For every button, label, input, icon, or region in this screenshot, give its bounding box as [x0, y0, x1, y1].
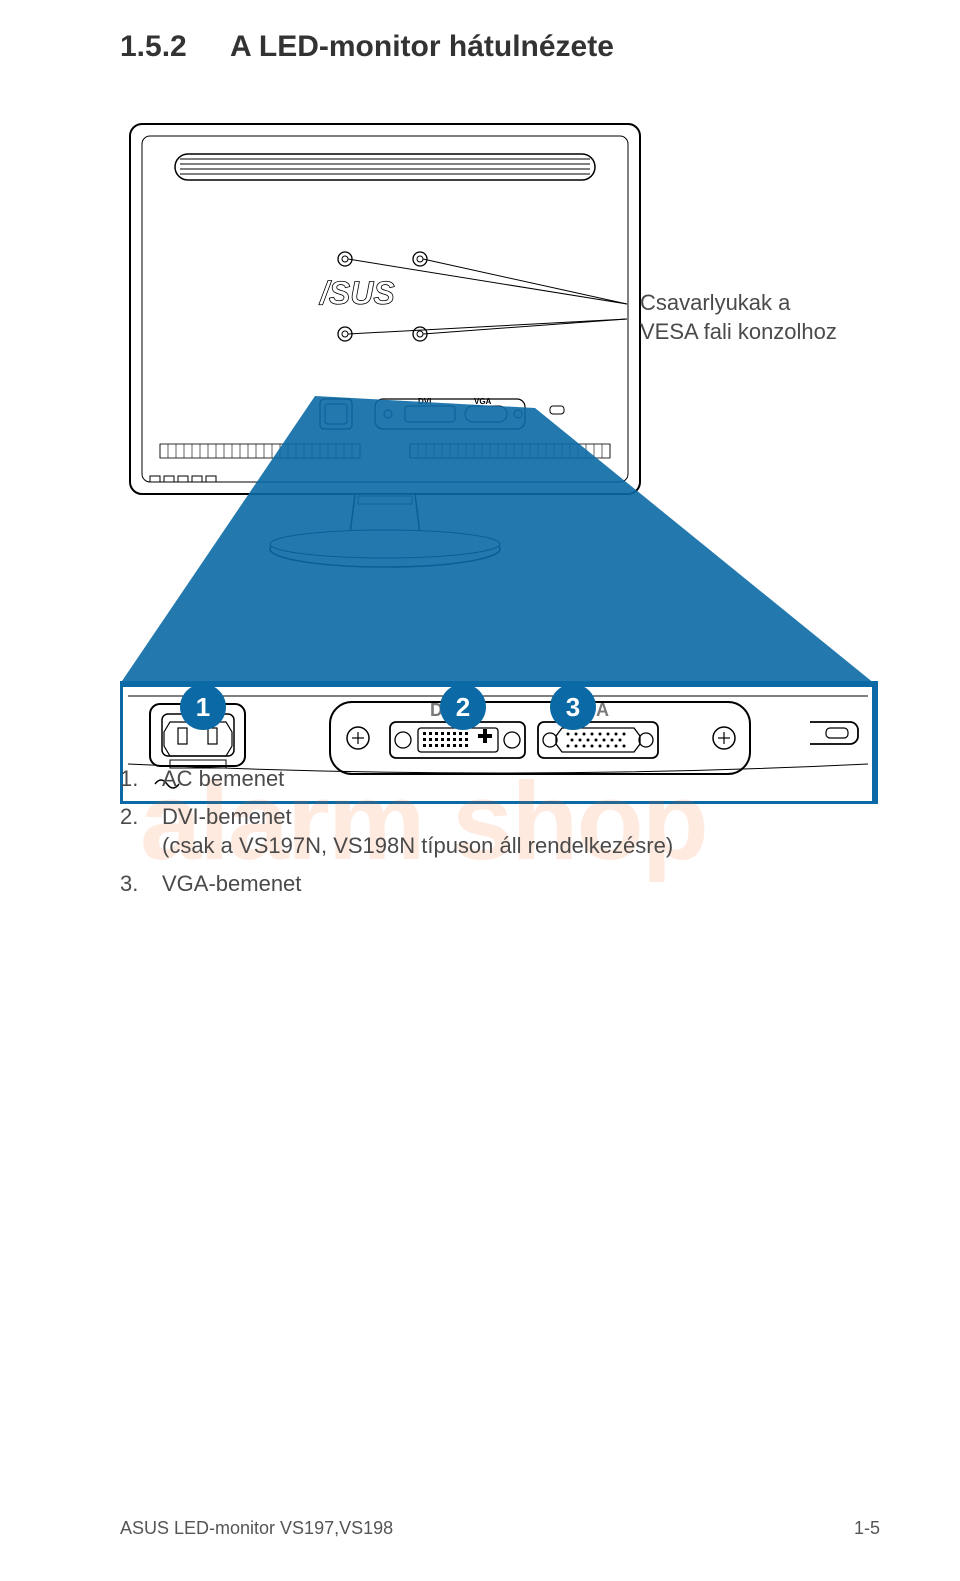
list-text: DVI-bemenet (csak a VS197N, VS198N típus… — [162, 802, 880, 861]
list-num: 2. — [120, 802, 162, 861]
list-num: 3. — [120, 869, 162, 899]
list-item: 3. VGA-bemenet — [120, 869, 880, 899]
list-item: 1. AC bemenet — [120, 764, 880, 794]
callout-number-row: 1 2 3 — [120, 684, 880, 744]
section-number: 1.5.2 — [120, 30, 230, 64]
list-num: 1. — [120, 764, 162, 794]
badge-2: 2 — [440, 684, 486, 730]
callout-line1: Csavarlyukak a — [640, 290, 790, 315]
section-heading: 1.5.2A LED-monitor hátulnézete — [120, 30, 880, 64]
footer-right: 1-5 — [854, 1518, 880, 1539]
badge-1: 1 — [180, 684, 226, 730]
page-footer: ASUS LED-monitor VS197,VS198 1-5 — [120, 1518, 880, 1539]
footer-left: ASUS LED-monitor VS197,VS198 — [120, 1518, 393, 1539]
callout-line2: VESA fali konzolhoz — [640, 319, 837, 344]
list-sub-text: (csak a VS197N, VS198N típuson áll rende… — [162, 833, 673, 858]
vga-label-small: VGA — [474, 397, 492, 406]
list-main-text: DVI-bemenet — [162, 804, 292, 829]
monitor-rear-diagram: Csavarlyukak a VESA fali konzolhoz — [120, 104, 880, 664]
list-item: 2. DVI-bemenet (csak a VS197N, VS198N tí… — [120, 802, 880, 861]
port-legend-list: 1. AC bemenet 2. DVI-bemenet (csak a VS1… — [120, 764, 880, 899]
section-title-text: A LED-monitor hátulnézete — [230, 30, 614, 63]
list-text: VGA-bemenet — [162, 869, 880, 899]
svg-text:/SUS: /SUS — [318, 275, 395, 311]
badge-3: 3 — [550, 684, 596, 730]
list-text: AC bemenet — [162, 764, 880, 794]
vesa-callout: Csavarlyukak a VESA fali konzolhoz — [640, 289, 837, 346]
